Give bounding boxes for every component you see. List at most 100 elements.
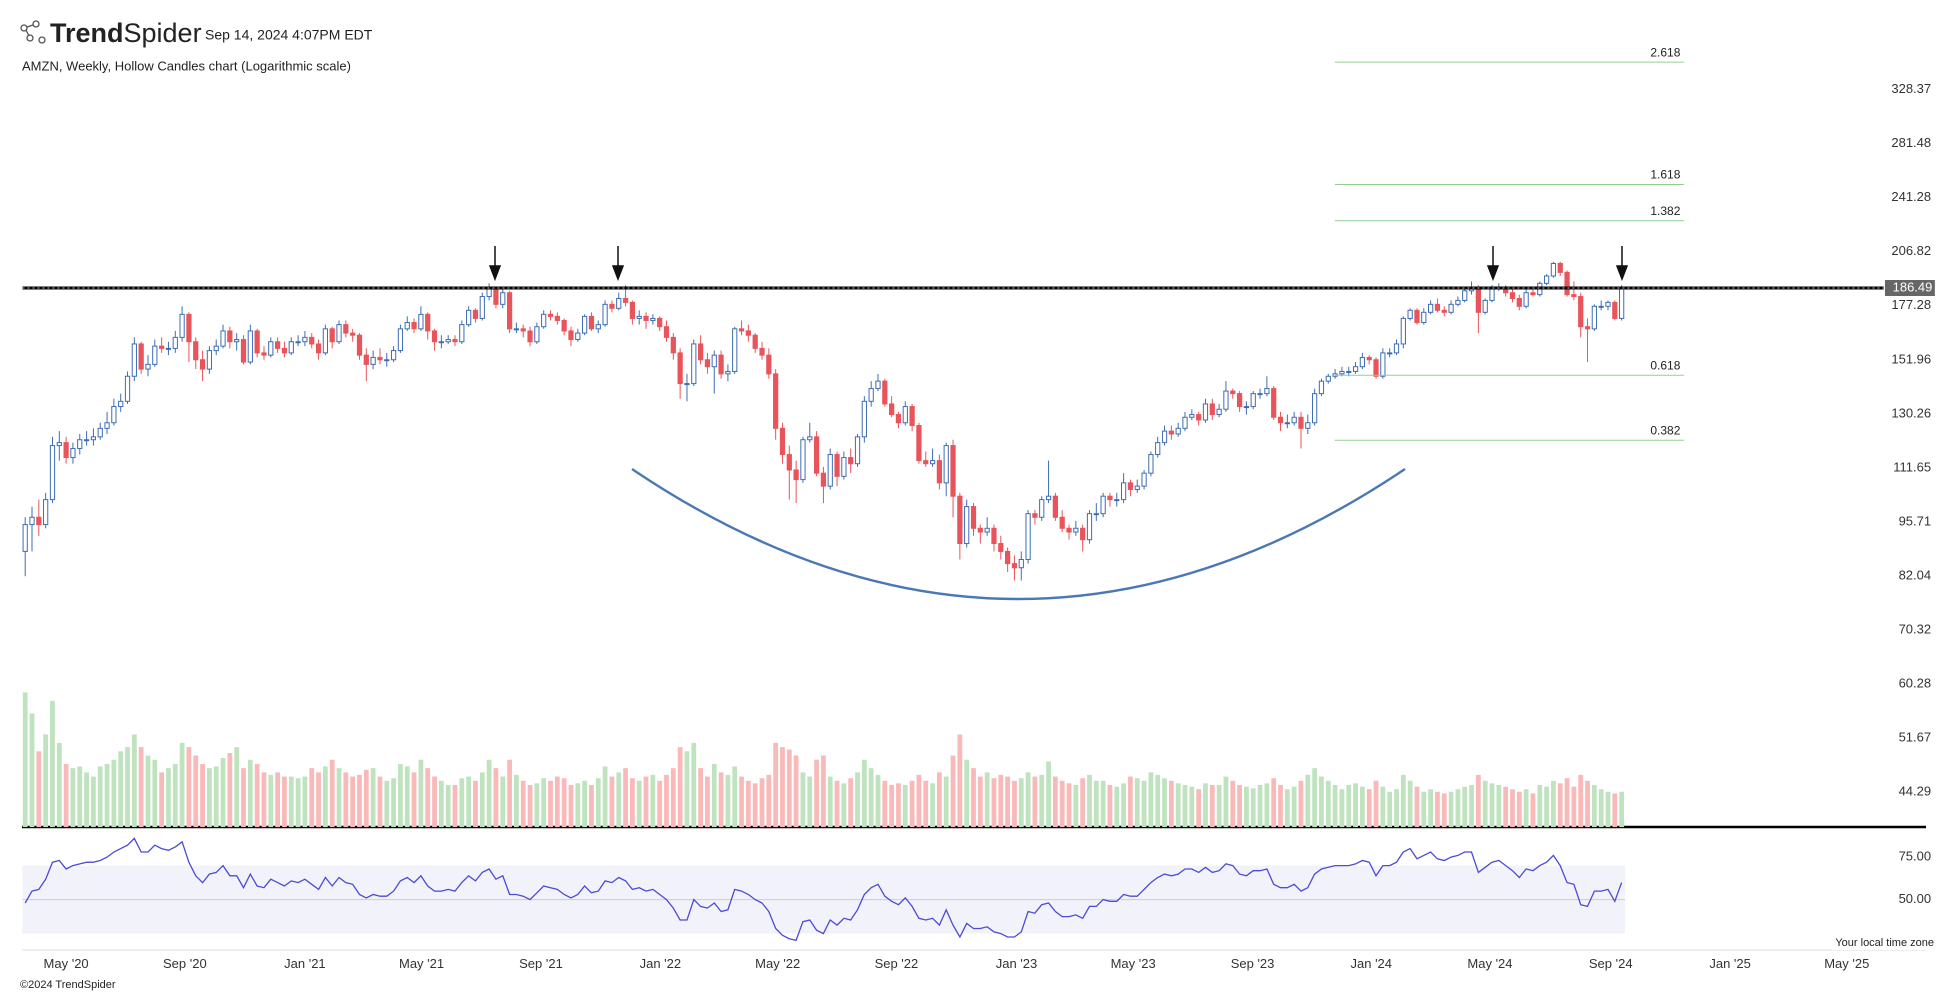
volume-bar [534, 783, 540, 828]
candle-body [1161, 430, 1168, 444]
candle-body [29, 516, 35, 526]
volume-bar [36, 751, 42, 828]
volume-bar [1496, 784, 1502, 828]
arrow-head [488, 265, 502, 282]
candle-body [622, 297, 629, 303]
candle-body [929, 460, 936, 465]
volume-bar [1128, 776, 1133, 828]
volume-bar [1005, 776, 1011, 828]
volume-bar [718, 772, 724, 828]
volume-bar [800, 772, 806, 828]
volume-bar [479, 772, 485, 828]
volume-bar [220, 758, 226, 828]
candle-body [343, 324, 349, 334]
candle-body [1011, 563, 1018, 569]
volume-bar [432, 776, 437, 828]
candle-body [1455, 299, 1461, 305]
volume-bar [350, 776, 356, 828]
volume-bar [452, 784, 458, 828]
candle-body [1155, 442, 1161, 456]
volume-bar [329, 759, 335, 828]
candle-body [322, 328, 328, 354]
candle-body [124, 375, 131, 402]
volume-bar [97, 766, 103, 828]
volume-bar [589, 784, 594, 828]
candle-body [356, 334, 363, 356]
x-tick-label: May '23 [1111, 956, 1156, 971]
volume-bar [166, 768, 171, 828]
volume-bar [1407, 780, 1413, 828]
volume-bar [1387, 791, 1393, 828]
candle-body [889, 403, 895, 416]
volume-bar [786, 749, 792, 828]
volume-bar [247, 759, 253, 828]
candle-body [1346, 370, 1352, 373]
candle-body [1175, 427, 1181, 435]
candle-body [759, 347, 765, 356]
brand-rest: Spider [124, 18, 202, 48]
candle-body [1366, 356, 1372, 361]
volume-bar [1319, 776, 1324, 828]
volume-bar [336, 768, 342, 828]
volume-bar [91, 776, 96, 828]
volume-bar [1046, 761, 1051, 828]
volume-bar [705, 776, 710, 828]
volume-bar [1605, 791, 1611, 828]
candle-body [466, 309, 472, 326]
volume-bar [104, 763, 110, 828]
candle-body [179, 313, 185, 338]
x-tick-label: Jan '24 [1351, 956, 1393, 971]
volume-bar [1510, 789, 1515, 828]
x-tick-label: Sep '22 [875, 956, 919, 971]
volume-bar [63, 763, 69, 828]
volume-bar [773, 742, 779, 828]
candle-body [329, 328, 335, 343]
candle-body [1523, 292, 1529, 307]
volume-bar [1414, 786, 1420, 828]
volume-bar [1366, 789, 1372, 828]
candle-body [588, 315, 595, 330]
volume-bar [691, 742, 697, 828]
rsi-tick-label: 50.00 [1899, 891, 1932, 906]
candle-body [336, 324, 342, 343]
brand-bold: Trend [50, 18, 124, 48]
volume-bar [425, 768, 431, 828]
candle-body [650, 317, 656, 321]
volume-bar [732, 766, 738, 828]
candle-body [418, 313, 424, 330]
candle-body [1339, 370, 1345, 375]
candle-body [234, 339, 240, 343]
volume-bar [977, 776, 983, 828]
volume-bar [643, 776, 649, 828]
volume-bar [309, 768, 315, 828]
volume-bar [541, 778, 547, 828]
volume-bar [1032, 776, 1038, 828]
volume-bar [807, 776, 813, 828]
volume-bar [1462, 786, 1468, 828]
fib-label: 0.382 [1650, 423, 1680, 437]
candle-body [404, 322, 410, 330]
volume-bar [554, 776, 560, 828]
volume-bar [1162, 778, 1167, 828]
candle-body [616, 297, 622, 309]
volume-bar [507, 759, 512, 828]
candle-body [309, 336, 315, 345]
volume-bar [275, 772, 281, 828]
brand: TrendSpider [50, 18, 202, 48]
volume-bar [1196, 789, 1202, 828]
volume-bar [1598, 789, 1604, 828]
volume-bar [125, 747, 130, 828]
volume-bar [22, 692, 28, 828]
candle-body [766, 354, 772, 375]
volume-bar [957, 734, 963, 828]
x-tick-label: Jan '23 [996, 956, 1038, 971]
candle-body [1557, 262, 1563, 273]
candle-body [820, 472, 827, 487]
y-tick-label: 151.96 [1891, 351, 1931, 366]
candle-body [295, 341, 301, 344]
volume-bar [288, 776, 294, 828]
candle-body [1584, 326, 1591, 330]
candle-body [1462, 290, 1468, 301]
volume-bar [1475, 774, 1481, 828]
x-tick-label: Jan '25 [1709, 956, 1751, 971]
